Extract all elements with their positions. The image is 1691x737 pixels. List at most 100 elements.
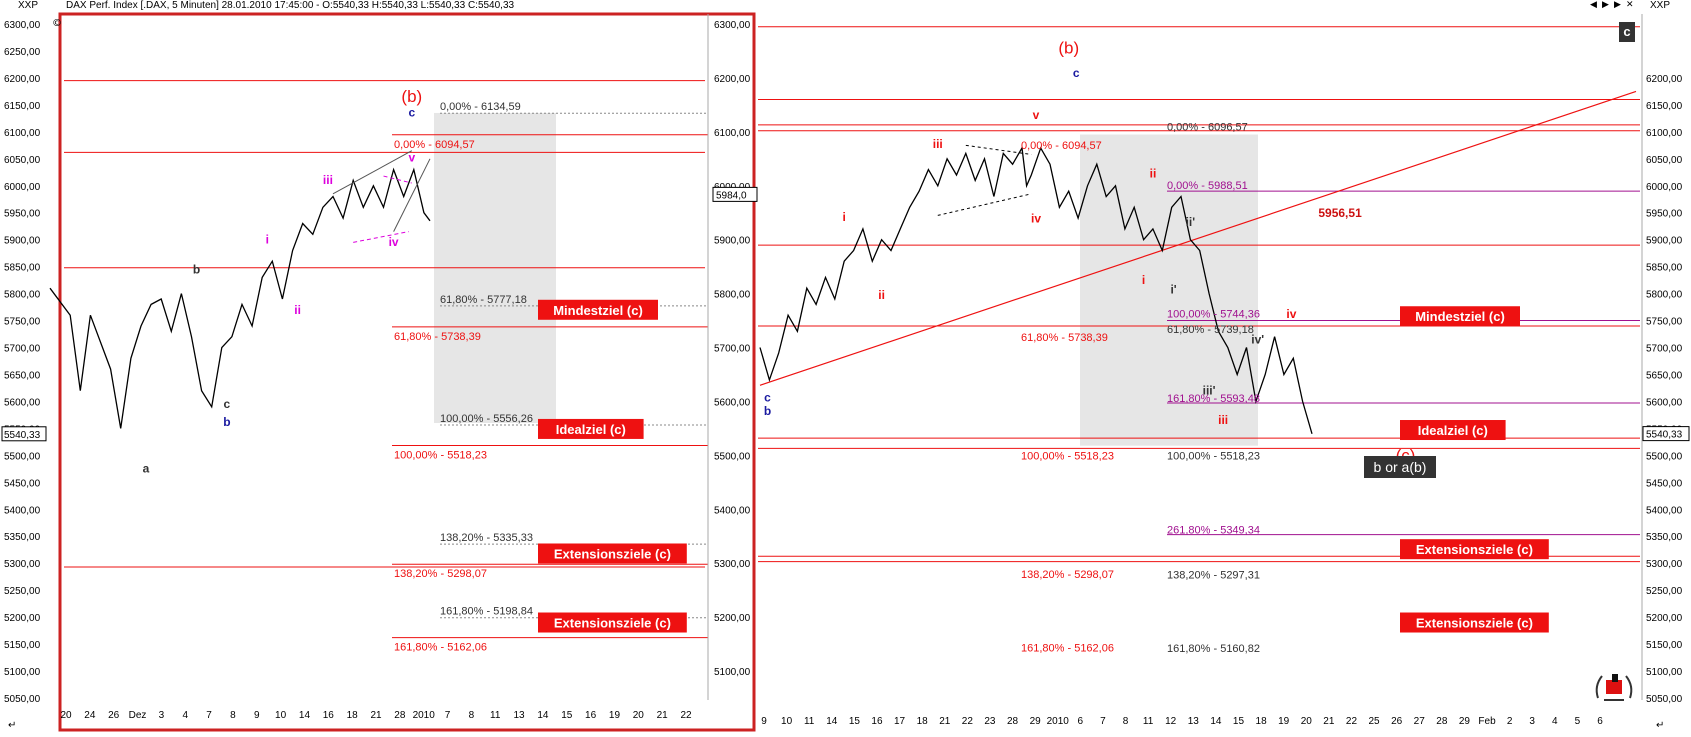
left-wave-label: b (193, 263, 200, 277)
left-secondary-y-tick: 5800,00 (714, 290, 751, 301)
left-wedge-line (332, 150, 413, 195)
b-or-ab-badge (1364, 456, 1436, 478)
right-x-tick: 11 (1143, 716, 1154, 727)
left-y-tick: 6000,00 (4, 182, 41, 193)
left-target-tag (538, 543, 687, 564)
right-wedge-dash (937, 193, 1032, 216)
right-target-tag (1400, 420, 1506, 441)
right-fib-label: 0,00% - 5988,51 (1167, 180, 1248, 192)
corner-badge[interactable]: c (1619, 22, 1635, 42)
left-y-tick: 6300,00 (4, 20, 41, 31)
left-target-label: Idealziel (c) (556, 422, 626, 437)
left-y-tick: 5900,00 (4, 236, 41, 247)
left-fib-label: 61,80% - 5738,39 (394, 331, 481, 343)
right-fib-label: 0,00% - 6096,57 (1167, 122, 1248, 134)
left-y-tick: 5800,00 (4, 290, 41, 301)
left-y-tick: 5600,00 (4, 397, 41, 408)
right-y-tick: 5450,00 (1646, 478, 1683, 489)
left-x-tick: 22 (680, 710, 692, 721)
left-y-tick: 5950,00 (4, 209, 41, 220)
left-x-tick: 20 (633, 710, 645, 721)
left-target-label: Extensionsziele (c) (554, 616, 671, 631)
left-y-tick: 5200,00 (4, 613, 41, 624)
left-wave-label: ii (294, 303, 301, 317)
left-fib-label: 0,00% - 6134,59 (440, 101, 521, 113)
right-x-tick: 22 (962, 716, 974, 727)
left-x-tick: 8 (230, 710, 236, 721)
header-right-symbol: XXP (1650, 0, 1671, 11)
right-fib-label: 100,00% - 5744,36 (1167, 309, 1260, 321)
left-y-tick: 5850,00 (4, 263, 41, 274)
left-y-tick: 5700,00 (4, 344, 41, 355)
left-x-tick: 19 (609, 710, 621, 721)
right-y-tick: 5600,00 (1646, 397, 1683, 408)
right-target-label: Extensionsziele (c) (1416, 542, 1533, 557)
left-secondary-y-tick: 5300,00 (714, 559, 751, 570)
left-y-tick: 5050,00 (4, 694, 41, 705)
right-target-tag (1400, 306, 1520, 327)
right-wave-label: (b) (1058, 39, 1079, 58)
right-x-tick: Feb (1478, 716, 1496, 727)
copyright-icon: © (52, 18, 62, 29)
b-or-ab-label: b or a(b) (1374, 459, 1427, 475)
right-y-tick: 5800,00 (1646, 290, 1683, 301)
right-fib-label: 161,80% - 5593,48 (1167, 393, 1260, 405)
right-wave-label: iv (1286, 307, 1296, 321)
left-y-tick: 6200,00 (4, 74, 41, 85)
right-y-tick: 5900,00 (1646, 236, 1683, 247)
left-x-tick: 14 (537, 710, 549, 721)
left-x-tick: 18 (347, 710, 359, 721)
header-left-symbol: XXP (18, 0, 39, 11)
left-secondary-y-tick: 6100,00 (714, 128, 751, 139)
left-price-series (49, 167, 431, 429)
right-fib-label: 261,80% - 5349,34 (1167, 525, 1260, 537)
right-wave-label: iv' (1251, 333, 1264, 347)
right-target-label: Idealziel (c) (1418, 423, 1488, 438)
right-fib-label: 0,00% - 6094,57 (1021, 140, 1102, 152)
right-fib-label: 100,00% - 5518,23 (1021, 451, 1114, 463)
left-y-tick: 6250,00 (4, 47, 41, 58)
left-x-tick: 16 (585, 710, 597, 721)
left-fib-label: 0,00% - 6094,57 (394, 139, 475, 151)
left-wedge-line (393, 158, 431, 232)
axis-arrow-left: ↵ (8, 720, 16, 731)
left-secondary-y-tick: 5700,00 (714, 344, 751, 355)
right-x-tick: 29 (1030, 716, 1042, 727)
left-fib-label: 138,20% - 5298,07 (394, 568, 487, 580)
scroll-right-button[interactable]: ▶ (1602, 0, 1609, 10)
right-wave-label: iv (1031, 211, 1041, 225)
right-x-tick: 22 (1346, 716, 1358, 727)
right-y-tick: 6150,00 (1646, 101, 1683, 112)
right-x-tick: 16 (871, 716, 883, 727)
left-current-price: 5540,33 (4, 430, 41, 441)
right-y-tick: 5540,33 (1646, 430, 1683, 441)
cursor-price-box (712, 186, 758, 202)
left-wave-label: c (224, 397, 231, 411)
left-y-tick: 5250,00 (4, 586, 41, 597)
left-y-tick: 6150,00 (4, 101, 41, 112)
right-y-tick: 5250,00 (1646, 586, 1683, 597)
right-wave-label: i' (1170, 283, 1176, 297)
left-secondary-y-tick: 5400,00 (714, 505, 751, 516)
left-wave-label: iii (323, 173, 333, 187)
right-y-tick: 5400,00 (1646, 505, 1683, 516)
left-fib-label: 161,80% - 5198,84 (440, 606, 533, 618)
left-secondary-y-tick: 5100,00 (714, 667, 751, 678)
right-y-tick: 5850,00 (1646, 263, 1683, 274)
left-y-tick: 5650,00 (4, 370, 41, 381)
left-target-label: Mindestziel (c) (553, 303, 643, 318)
window-close-button[interactable]: ✕ (1626, 0, 1634, 10)
left-x-tick: 15 (561, 710, 573, 721)
right-fib-label: 138,20% - 5298,07 (1021, 569, 1114, 581)
window-expand-button[interactable]: ▶ (1614, 0, 1621, 10)
right-x-tick: 3 (1529, 716, 1535, 727)
right-y-tick: 6100,00 (1646, 128, 1683, 139)
right-y-tick: 5100,00 (1646, 667, 1683, 678)
scroll-left-button[interactable]: ◀ (1590, 0, 1597, 10)
left-target-tag (538, 612, 687, 633)
left-y-tick: 5400,00 (4, 505, 41, 516)
left-fib-label: 161,80% - 5162,06 (394, 642, 487, 654)
left-y-tick: 5500,00 (4, 451, 41, 462)
right-target-tag (1400, 612, 1549, 633)
right-x-tick: 23 (984, 716, 996, 727)
